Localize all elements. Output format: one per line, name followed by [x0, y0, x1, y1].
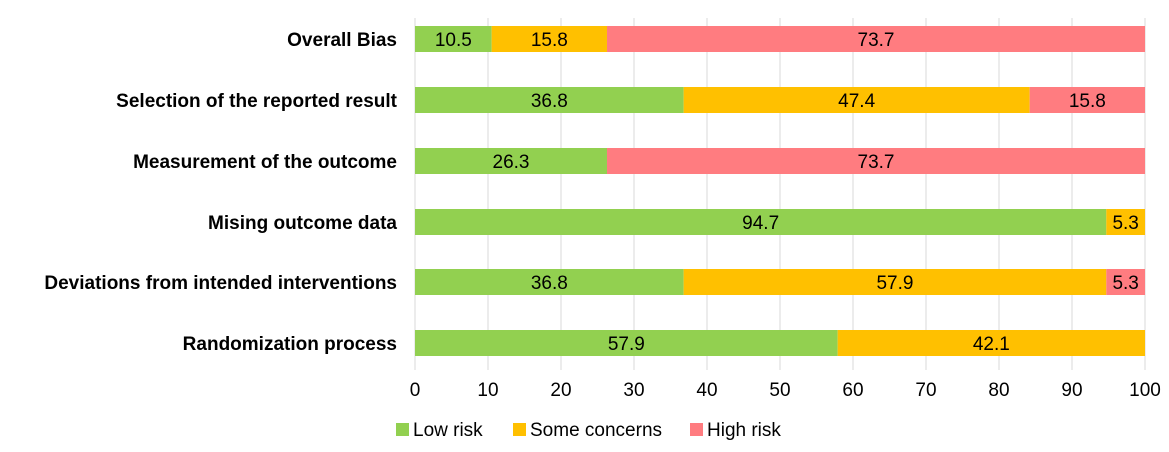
- category-label: Overall Bias: [287, 30, 397, 51]
- legend-swatch: [690, 423, 703, 436]
- category-label: Selection of the reported result: [116, 91, 397, 112]
- legend-label: High risk: [707, 420, 781, 441]
- bar-segment: [1106, 209, 1145, 235]
- x-tick-label: 90: [1061, 380, 1082, 401]
- bar-segment: [415, 148, 607, 174]
- legend-swatch: [396, 423, 409, 436]
- category-labels: Overall Bias Selection of the reported re…: [44, 30, 397, 355]
- data-label: 73.7: [858, 152, 895, 173]
- bar-segment: [1029, 87, 1145, 113]
- data-label: 36.8: [531, 91, 568, 112]
- category-label: Measurement of the outcome: [133, 152, 397, 173]
- data-label: 94.7: [742, 213, 779, 234]
- data-label: 42.1: [973, 334, 1010, 355]
- x-axis-ticks: 0 10 20 30 40 50 60 70 80 90 100: [410, 380, 1161, 401]
- data-label: 73.7: [858, 30, 895, 51]
- bar-segment: [415, 330, 838, 356]
- legend-label: Some concerns: [530, 420, 662, 441]
- x-tick-label: 50: [769, 380, 790, 401]
- data-label: 15.8: [1069, 91, 1106, 112]
- x-tick-label: 60: [842, 380, 863, 401]
- bar-segment: [606, 26, 1145, 52]
- grid-lines: [414, 18, 1146, 370]
- data-label: 57.9: [876, 273, 913, 294]
- bar-segment: [415, 209, 1107, 235]
- data-label: 5.3: [1112, 273, 1138, 294]
- legend-swatch: [513, 423, 526, 436]
- bar-segment: [491, 26, 607, 52]
- bars: 10.5 15.8 73.7 36.8 47.4 15.8 26.3 73.7 94.7 5.3 3…: [415, 26, 1145, 356]
- category-label: Randomization process: [183, 334, 397, 355]
- bar-segment: [415, 269, 684, 295]
- data-label: 36.8: [531, 273, 568, 294]
- bar-segment: [683, 269, 1107, 295]
- data-label: 26.3: [493, 152, 530, 173]
- bar-segment: [683, 87, 1030, 113]
- data-label: 5.3: [1112, 213, 1138, 234]
- x-tick-label: 0: [410, 380, 421, 401]
- x-tick-label: 100: [1129, 380, 1161, 401]
- x-tick-label: 40: [696, 380, 717, 401]
- x-tick-label: 30: [623, 380, 644, 401]
- data-label: 10.5: [435, 30, 472, 51]
- bar-segment: [415, 87, 684, 113]
- legend-label: Low risk: [413, 420, 483, 441]
- legend: Low risk Some concerns High risk: [396, 420, 781, 441]
- category-label: Deviations from intended interventions: [44, 273, 397, 294]
- x-tick-label: 80: [988, 380, 1009, 401]
- data-label: 15.8: [531, 30, 568, 51]
- data-label: 57.9: [608, 334, 645, 355]
- data-label: 47.4: [838, 91, 875, 112]
- category-label: Mising outcome data: [208, 213, 397, 234]
- x-tick-label: 20: [550, 380, 571, 401]
- bar-segment: [415, 26, 492, 52]
- bar-segment: [837, 330, 1145, 356]
- x-tick-label: 70: [915, 380, 936, 401]
- bar-segment: [606, 148, 1145, 174]
- bar-segment: [1106, 269, 1145, 295]
- x-tick-label: 10: [477, 380, 498, 401]
